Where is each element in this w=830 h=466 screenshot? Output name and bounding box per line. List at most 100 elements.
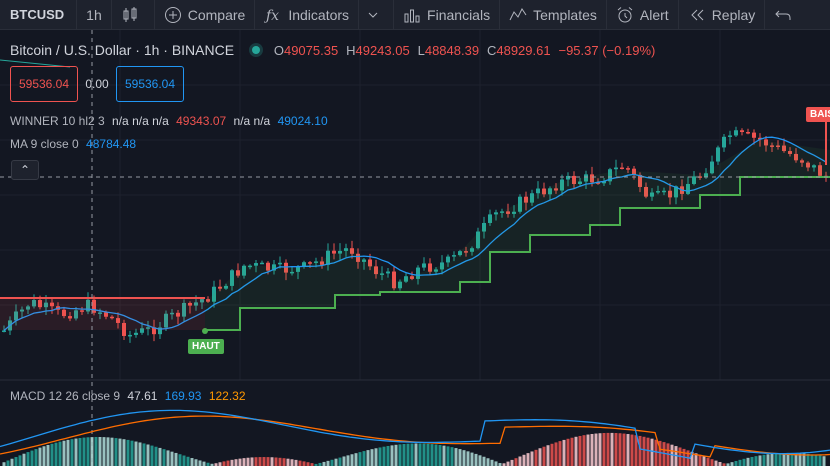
compare-button[interactable]: Compare: [155, 0, 256, 30]
candle-body: [398, 281, 402, 289]
macd-histogram-bar: [442, 445, 446, 466]
candle-body: [542, 188, 546, 195]
macd-histogram-bar: [122, 439, 126, 466]
macd-histogram-bar: [274, 457, 278, 466]
macd-histogram-bar: [366, 450, 370, 466]
macd-histogram-bar: [110, 437, 114, 466]
candle-body: [740, 130, 744, 133]
macd-histogram-bar: [614, 433, 618, 466]
candle-body: [290, 271, 294, 274]
macd-histogram-bar: [530, 451, 534, 466]
candle-body: [806, 162, 810, 168]
macd-histogram-bar: [698, 454, 702, 466]
sell-button[interactable]: 59536.04: [10, 66, 78, 102]
alert-button[interactable]: Alert: [607, 0, 679, 30]
macd-histogram-bar: [198, 460, 202, 466]
macd-histogram-bar: [142, 443, 146, 466]
candle-body: [794, 153, 798, 161]
candle-body: [656, 191, 660, 193]
candle-body: [128, 334, 132, 337]
macd-histogram-bar: [782, 453, 786, 466]
macd-histogram-bar: [590, 433, 594, 466]
replay-button[interactable]: Replay: [679, 0, 766, 30]
macd-histogram-bar: [582, 435, 586, 466]
low-value: 48848.39: [424, 43, 480, 58]
replay-label: Replay: [711, 6, 756, 23]
macd-histogram-bar: [114, 438, 118, 466]
macd-histogram-bar: [266, 457, 270, 466]
candle-body: [410, 276, 414, 279]
candle-body: [206, 299, 210, 302]
alert-label: Alert: [639, 6, 669, 23]
collapse-legend-button[interactable]: ⌃: [11, 160, 39, 180]
symbol-search-button[interactable]: BTCUSD: [0, 0, 78, 30]
candle-body: [38, 300, 42, 308]
macd-histogram-bar: [218, 462, 222, 466]
macd-histogram-bar: [10, 458, 14, 466]
financials-button[interactable]: Financials: [394, 0, 501, 30]
macd-histogram-bar: [470, 452, 474, 466]
candle-body: [668, 190, 672, 198]
macd-histogram-bar: [498, 463, 502, 466]
macd-histogram-bar: [178, 454, 182, 466]
macd-histogram-bar: [690, 451, 694, 466]
macd-histogram-bar: [658, 440, 662, 466]
macd-histogram-bar: [34, 449, 38, 466]
candle-body: [692, 176, 696, 184]
macd-histogram-bar: [346, 455, 350, 466]
macd-histogram-bar: [298, 460, 302, 466]
candle-body: [710, 161, 714, 174]
winner-na-2: n/a n/a: [233, 114, 271, 128]
candle-body: [260, 262, 264, 265]
trailing-stop-line: [205, 176, 830, 331]
undo-button[interactable]: [765, 0, 807, 30]
macd-histogram-bar: [806, 453, 810, 466]
candle-body: [446, 256, 450, 263]
financials-label: Financials: [427, 6, 491, 23]
macd-histogram-bar: [38, 447, 42, 466]
macd-histogram-bar: [130, 440, 134, 466]
price-chart[interactable]: [0, 30, 830, 466]
candle-body: [428, 263, 432, 272]
macd-histogram-bar: [26, 452, 30, 466]
symbol-title: Bitcoin / U.S. Dollar · 1h · BINANCE: [10, 42, 235, 58]
macd-histogram-bar: [186, 456, 190, 466]
macd-histogram-bar: [602, 433, 606, 466]
templates-button[interactable]: Templates: [500, 0, 607, 30]
macd-histogram-bar: [650, 438, 654, 466]
macd-histogram-bar: [762, 454, 766, 466]
indicators-dropdown[interactable]: [359, 0, 395, 30]
top-toolbar: BTCUSD 1h Compare ƒx Indicators Financia…: [0, 0, 830, 30]
macd-histogram-bar: [538, 448, 542, 466]
trend-fill: [205, 140, 830, 330]
interval-button[interactable]: 1h: [77, 0, 112, 30]
plus-circle-icon: [164, 6, 181, 23]
macd-histogram-bar: [50, 443, 54, 466]
macd-histogram-bar: [314, 463, 318, 466]
candle-body: [452, 255, 456, 257]
candle-body: [632, 168, 636, 175]
candle-body: [272, 264, 276, 271]
macd-histogram-bar: [322, 461, 326, 466]
indicators-button[interactable]: ƒx Indicators: [255, 0, 360, 30]
candle-body: [248, 265, 252, 268]
baisse-signal-label: BAISSE: [806, 107, 830, 122]
buy-button[interactable]: 59536.04: [116, 66, 184, 102]
macd-histogram-bar: [78, 438, 82, 466]
macd-histogram-bar: [2, 462, 6, 466]
macd-histogram-bar: [302, 461, 306, 466]
macd-histogram-bar: [358, 452, 362, 466]
macd-histogram-bar: [794, 453, 798, 466]
macd-histogram-bar: [414, 443, 418, 466]
chart-pane[interactable]: Bitcoin / U.S. Dollar · 1h · BINANCE O49…: [0, 30, 830, 466]
candle-body: [482, 222, 486, 232]
candle-body: [50, 302, 54, 307]
macd-name: MACD 12 26 close 9: [10, 389, 121, 403]
macd-histogram-bar: [438, 445, 442, 466]
macd-histogram-bar: [30, 450, 34, 466]
candle-body: [674, 186, 678, 198]
macd-histogram-bar: [610, 432, 614, 466]
candle-body: [782, 145, 786, 152]
chart-style-button[interactable]: [112, 0, 155, 30]
macd-histogram-bar: [734, 460, 738, 466]
